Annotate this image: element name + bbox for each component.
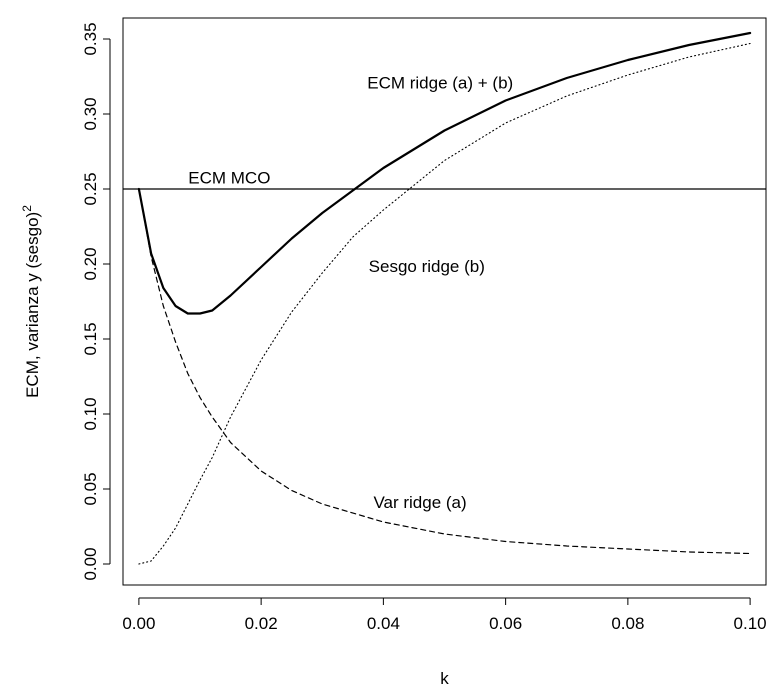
y-tick-label: 0.20 (81, 247, 100, 280)
series-ecm-ridge (137, 31, 752, 315)
y-tick-label: 0.10 (81, 397, 100, 430)
x-tick-label: 0.02 (245, 614, 278, 633)
annotation-sesgo-ridge: Sesgo ridge (b) (369, 257, 485, 276)
series-var-ridge (138, 188, 751, 555)
y-axis-title: ECM, varianza y (sesgo)2 (20, 205, 42, 398)
y-axis-title-text: ECM, varianza y (sesgo) (23, 212, 42, 398)
x-tick-label: 0.06 (489, 614, 522, 633)
x-axis: 0.00 0.02 0.04 0.06 0.08 0.10 (122, 597, 767, 633)
y-tick-label: 0.00 (81, 547, 100, 580)
x-axis-title: k (440, 669, 449, 688)
y-tick-label: 0.35 (81, 22, 100, 55)
x-tick-label: 0.00 (122, 614, 155, 633)
series-sesgo-ridge (138, 42, 751, 565)
y-tick-label: 0.30 (81, 97, 100, 130)
y-tick-label: 0.25 (81, 172, 100, 205)
x-tick-label: 0.04 (367, 614, 400, 633)
x-tick-label: 0.08 (611, 614, 644, 633)
annotation-var-ridge: Var ridge (a) (373, 493, 466, 512)
series-layer (137, 31, 752, 565)
annotation-ecm-ridge: ECM ridge (a) + (b) (367, 73, 513, 92)
y-tick-label: 0.05 (81, 472, 100, 505)
annotation-ecm-mco: ECM MCO (188, 168, 270, 187)
plot-area-box (122, 17, 767, 586)
y-axis: 0.00 0.05 0.10 0.15 0.20 0.25 0.30 0.35 (81, 22, 111, 581)
y-tick-label: 0.15 (81, 322, 100, 355)
x-tick-label: 0.10 (734, 614, 767, 633)
y-axis-title-superscript: 2 (20, 205, 34, 212)
annotations: ECM ridge (a) + (b) ECM MCO Sesgo ridge (b… (188, 73, 513, 512)
